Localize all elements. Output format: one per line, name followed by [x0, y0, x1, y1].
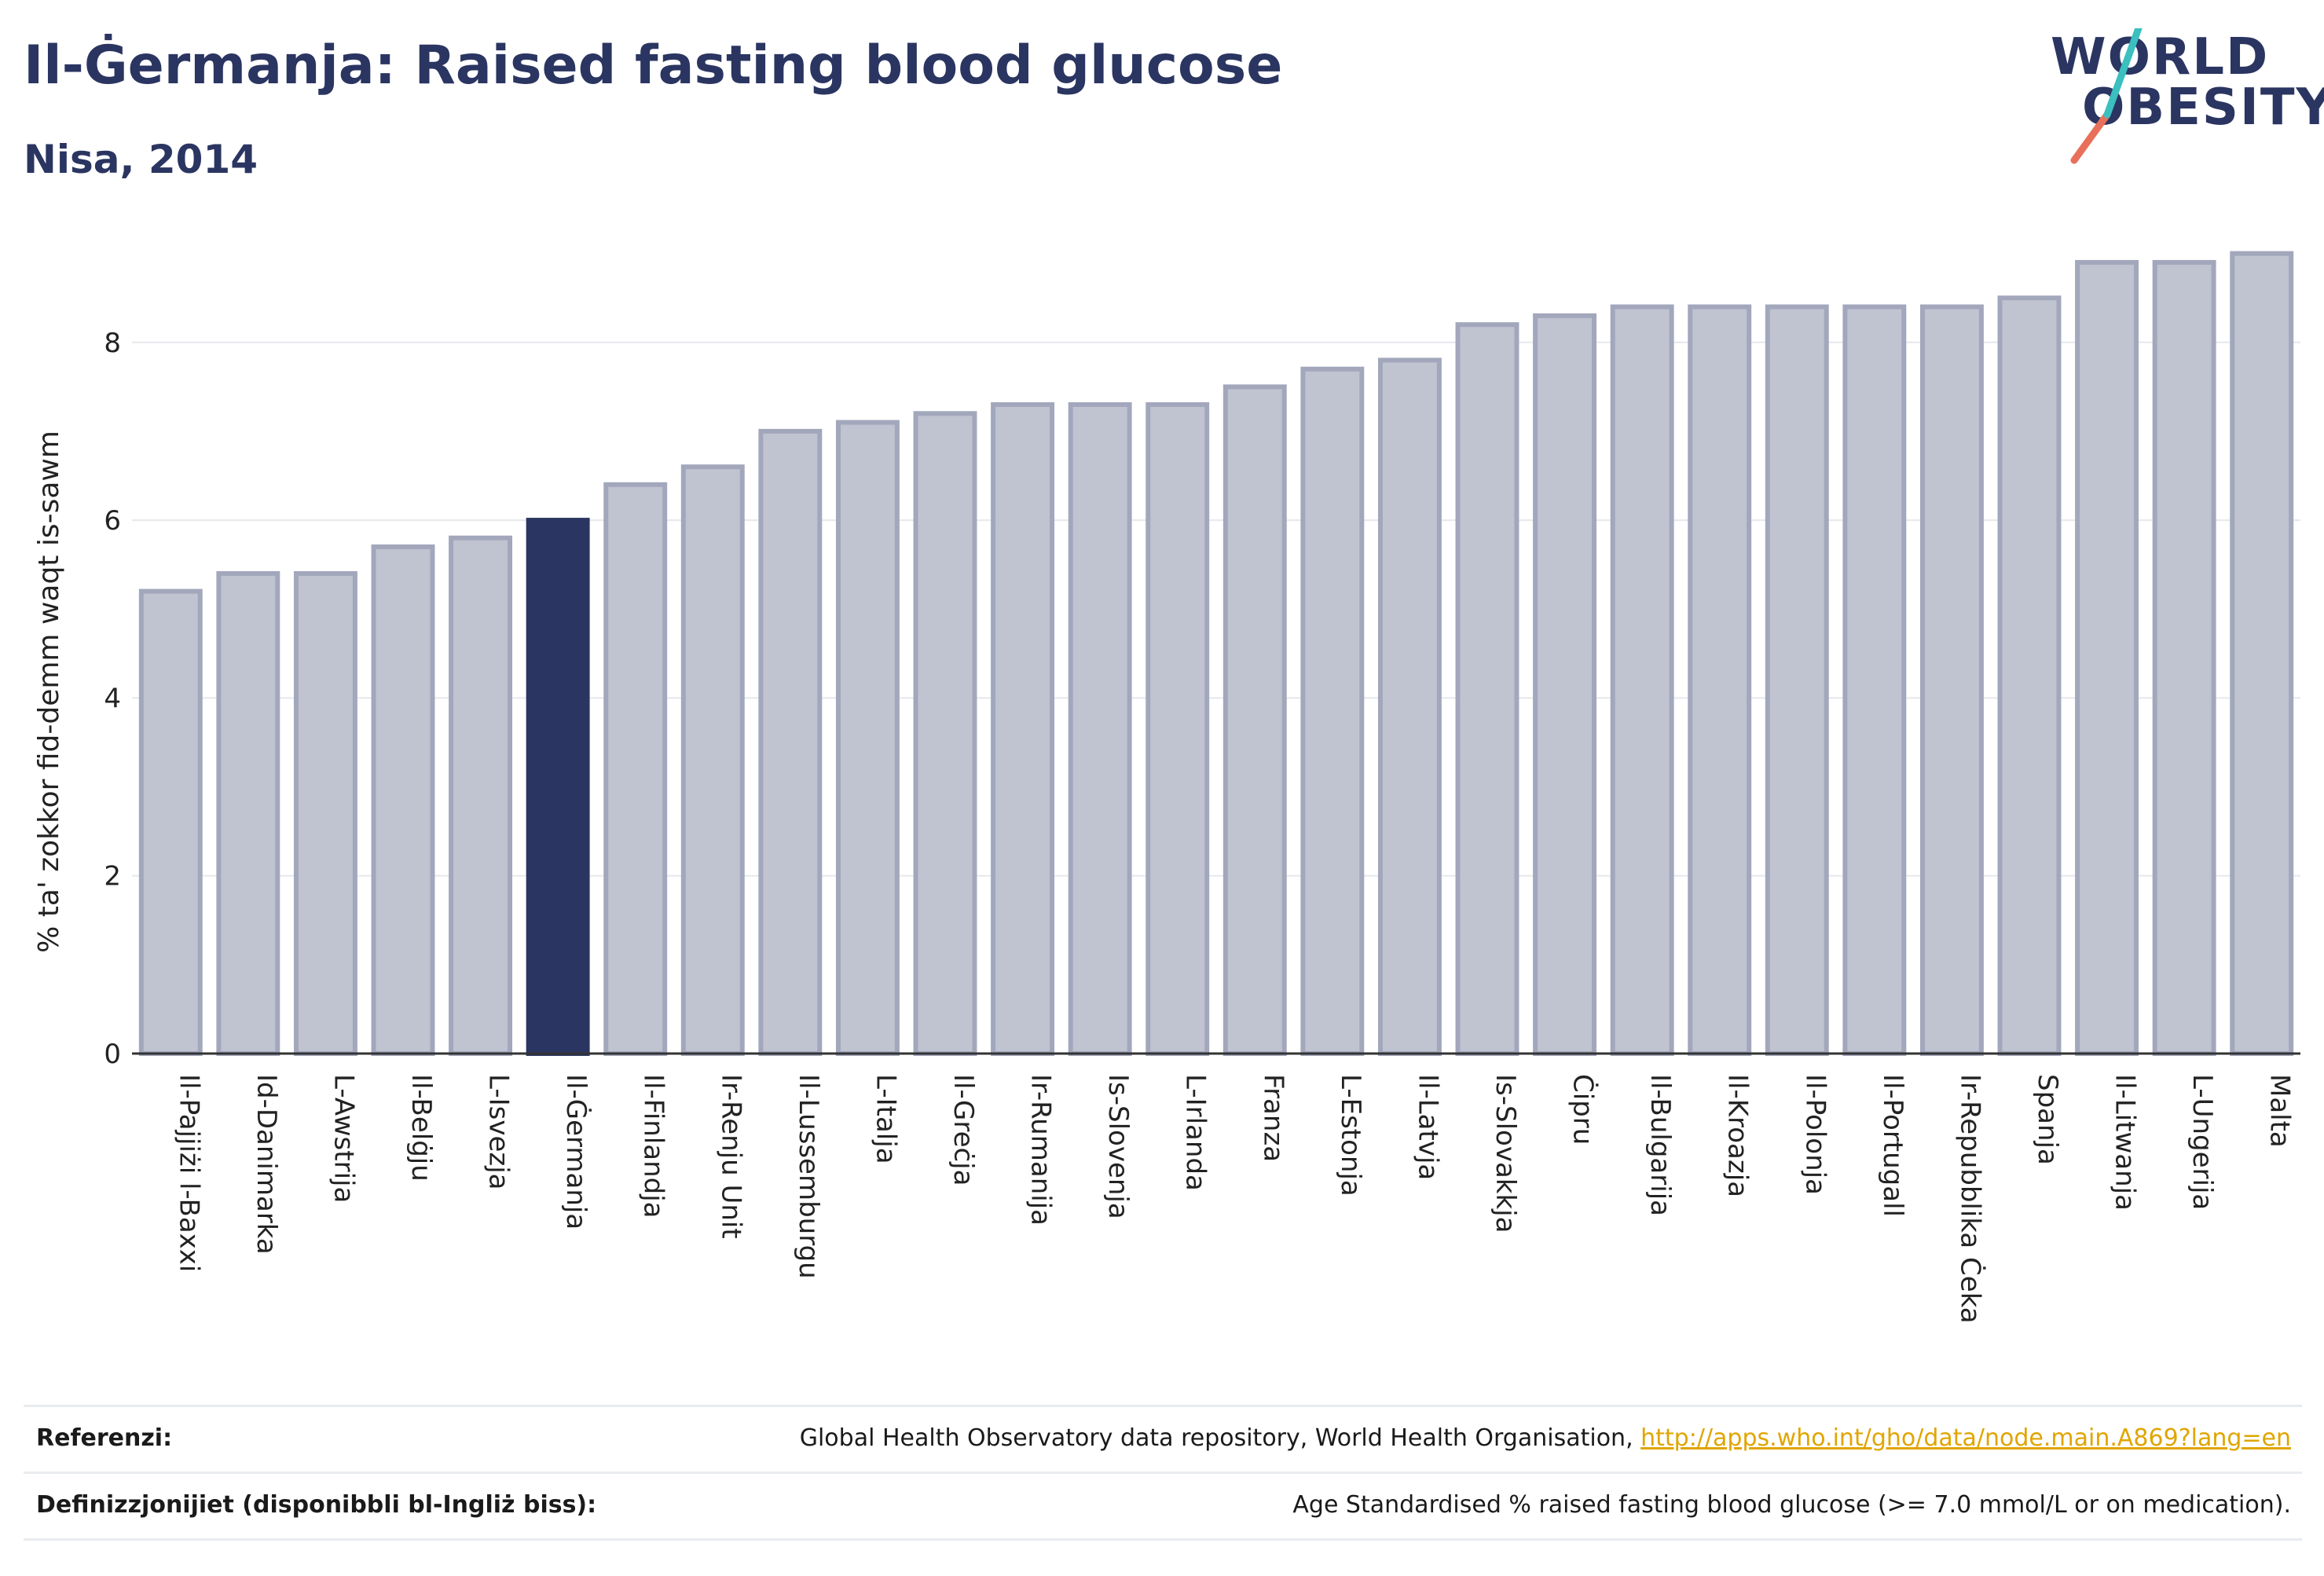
bar	[371, 544, 435, 1056]
y-tick-label: 4	[104, 683, 121, 714]
bar	[293, 570, 357, 1056]
bar	[1377, 357, 1442, 1057]
references-link[interactable]: http://apps.who.int/gho/data/node.main.A…	[1640, 1424, 2291, 1452]
x-tick-label: Il-Belġju	[405, 1074, 437, 1182]
bar	[1610, 304, 1674, 1056]
references-label: Referenzi:	[36, 1424, 173, 1452]
y-tick-label: 0	[104, 1039, 121, 1070]
x-tick-label: Is-Slovakkja	[1490, 1074, 1521, 1233]
chart-subtitle: Nisa, 2014	[24, 137, 258, 182]
x-tick-label: L-Awstrija	[328, 1074, 359, 1203]
x-tick-label: Ċipru	[1567, 1074, 1600, 1145]
bar	[1533, 313, 1597, 1056]
logo-line-2: OBESITY	[2082, 79, 2324, 137]
bar	[449, 535, 513, 1056]
x-tick-label: Franza	[1257, 1074, 1288, 1162]
bar	[216, 570, 280, 1056]
x-tick-label: L-Ungerija	[2187, 1074, 2218, 1210]
y-tick-label: 6	[104, 505, 121, 537]
x-tick-label: Il-Bulgarija	[1644, 1074, 1676, 1216]
bar	[1688, 304, 1752, 1056]
bar	[2152, 259, 2216, 1056]
x-tick-label: Spanja	[2032, 1074, 2063, 1165]
bar	[758, 428, 823, 1056]
definitions-value: Age Standardised % raised fasting blood …	[1292, 1491, 2291, 1519]
bar-chart: 0 2 4 6 8 Il-Pajjiżi l-Baxxi Id-Danimarka L-Aws…	[33, 251, 2300, 1324]
bar	[1765, 304, 1829, 1056]
bar	[1842, 304, 1907, 1056]
x-tick-label: Il-Finlandja	[638, 1074, 669, 1219]
x-tick-label: Il-Kroazja	[1722, 1074, 1754, 1197]
bar	[1455, 322, 1519, 1056]
x-tick-label: Il-Latvja	[1412, 1074, 1443, 1180]
logo-line-1: WORLD	[2051, 28, 2270, 86]
x-tick-label: L-Italja	[870, 1074, 901, 1164]
bar	[680, 464, 745, 1056]
bar	[1222, 384, 1287, 1056]
bar	[1146, 401, 1210, 1056]
x-tick-label: L-Estonja	[1335, 1074, 1366, 1197]
y-tick-label: 2	[104, 861, 121, 892]
bar	[526, 518, 590, 1056]
logo-slash-icon	[2070, 28, 2143, 164]
x-tick-label: Il-Polonja	[1799, 1074, 1831, 1195]
y-tick-label: 8	[104, 328, 121, 359]
x-tick-label: Malta	[2264, 1074, 2296, 1148]
definitions-label: Definizzjonijiet (disponibbli bl-Ingliż …	[36, 1491, 597, 1519]
x-tick-label: Il-Greċja	[948, 1074, 979, 1186]
bar	[913, 411, 977, 1056]
references-text: Global Health Observatory data repositor…	[799, 1424, 1641, 1452]
bar	[1919, 304, 1984, 1056]
x-tick-label: Is-Slovenja	[1102, 1074, 1134, 1219]
x-tick-label: Il-Litwanja	[2110, 1074, 2141, 1211]
bar	[991, 401, 1055, 1056]
x-tick-label: Ir-Repubblika Ċeka	[1954, 1074, 1986, 1324]
references-row: Referenzi: Global Health Observatory dat…	[24, 1405, 2302, 1472]
x-tick-label: Il-Lussemburgu	[793, 1074, 824, 1279]
chart-title: Il-Ġermanja: Raised fasting blood glucos…	[24, 35, 1283, 97]
definitions-row: Definizzjonijiet (disponibbli bl-Ingliż …	[24, 1472, 2302, 1541]
x-tick-label: Il-Pajjiżi l-Baxxi	[173, 1074, 204, 1272]
world-obesity-logo[interactable]: WORLD OBESITY	[2051, 28, 2324, 170]
x-tick-label: Id-Danimarka	[251, 1074, 282, 1255]
x-tick-label: Il-Portugall	[1877, 1074, 1908, 1217]
x-tick-label: L-Isvezja	[483, 1074, 515, 1190]
x-tick-label: Ir-Renju Unit	[715, 1074, 746, 1239]
bar	[2075, 259, 2139, 1056]
bar	[1300, 366, 1365, 1056]
bar	[2230, 251, 2294, 1056]
bar	[1068, 401, 1132, 1056]
bar	[1997, 295, 2062, 1056]
references-value: Global Health Observatory data repositor…	[800, 1424, 2291, 1452]
bar	[835, 420, 900, 1056]
y-axis-title: % ta' zokkor fid-demm waqt is-sawm	[33, 431, 65, 953]
x-tick-label: L-Irlanda	[1180, 1074, 1211, 1191]
bar	[138, 588, 203, 1056]
references-table: Referenzi: Global Health Observatory dat…	[24, 1405, 2302, 1541]
x-tick-label: Ir-Rumanija	[1025, 1074, 1057, 1226]
bar	[603, 482, 668, 1056]
x-tick-label: Il-Ġermanja	[560, 1074, 592, 1230]
